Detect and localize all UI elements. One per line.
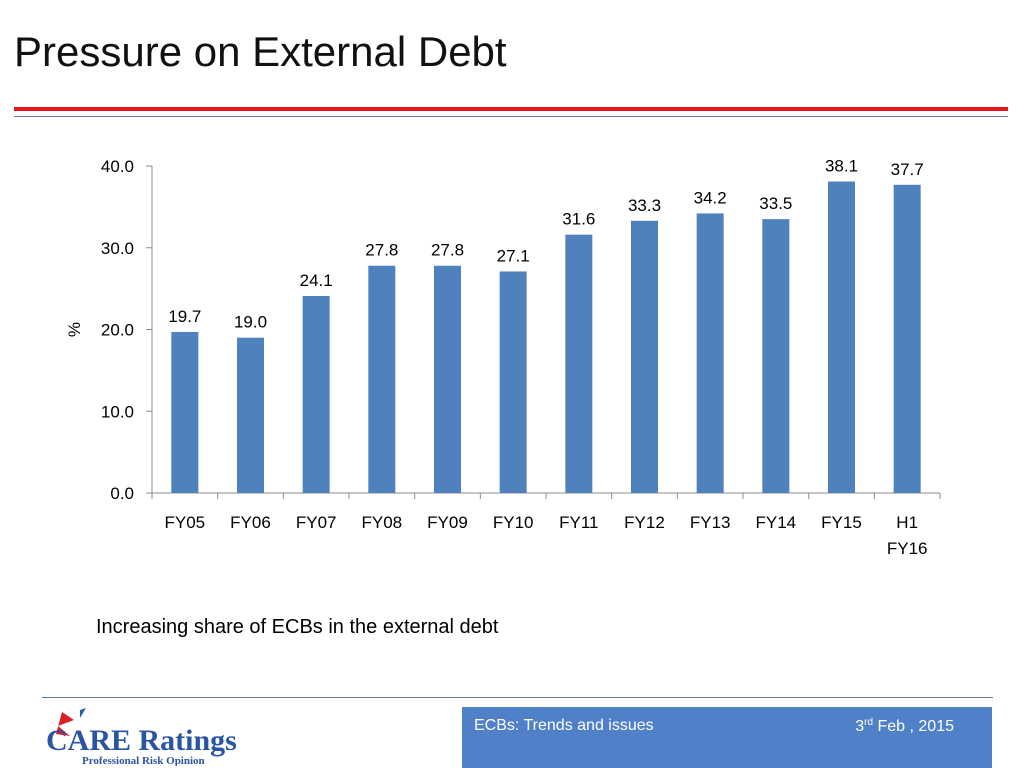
logo-swoosh-icon xyxy=(56,712,74,736)
title-rule-red xyxy=(14,107,1008,111)
logo-mark-icon xyxy=(80,708,86,718)
bar xyxy=(762,219,790,493)
bar xyxy=(434,265,461,493)
slide-title: Pressure on External Debt xyxy=(14,28,507,75)
y-axis-label: % xyxy=(65,322,84,337)
footer-date-rest: Feb , 2015 xyxy=(873,718,954,735)
x-tick-label: FY14 xyxy=(756,513,797,532)
y-tick-label: 30.0 xyxy=(101,239,134,258)
x-tick-label: FY15 xyxy=(821,513,862,532)
bar-value-label: 27.8 xyxy=(431,241,464,260)
bar-value-label: 31.6 xyxy=(562,210,595,229)
bar-value-label: 27.1 xyxy=(497,246,530,265)
x-tick-label: FY09 xyxy=(427,513,468,532)
bar-value-label: 33.5 xyxy=(759,194,792,213)
x-tick-label: FY07 xyxy=(296,513,337,532)
logo-wordmark: CARE Ratings xyxy=(46,724,237,757)
y-tick-label: 0.0 xyxy=(110,484,134,503)
x-tick-label: FY13 xyxy=(690,513,731,532)
bar xyxy=(499,271,527,493)
bar-value-label: 19.0 xyxy=(234,313,267,332)
care-ratings-logo: CARE Ratings Professional Risk Opinion xyxy=(46,708,237,766)
x-tick-label: FY10 xyxy=(493,513,534,532)
bar-value-label: 37.7 xyxy=(891,160,924,179)
y-tick-label: 20.0 xyxy=(101,321,134,340)
x-tick-label: FY11 xyxy=(559,513,598,532)
chart-caption: Increasing share of ECBs in the external… xyxy=(96,616,499,638)
bar-value-label: 24.1 xyxy=(300,271,333,290)
bar-value-label: 33.3 xyxy=(628,196,661,215)
x-tick-label: H1 FY16 xyxy=(887,513,928,558)
bar-chart: 0.0 10.0 20.0 30.0 40.0% 19.7 FY05 19.0 FY06 24.1… xyxy=(65,157,941,558)
bar-value-label: 27.8 xyxy=(365,241,398,260)
x-tick-label: FY12 xyxy=(624,513,665,532)
bar-value-label: 34.2 xyxy=(694,188,727,207)
bar xyxy=(696,213,724,494)
logo-tagline: Professional Risk Opinion xyxy=(82,755,205,766)
bar xyxy=(237,337,264,493)
footer-title: ECBs: Trends and issues xyxy=(474,717,654,734)
bar xyxy=(631,220,658,493)
y-tick-label: 40.0 xyxy=(101,157,134,176)
x-tick-label: FY08 xyxy=(362,513,403,532)
footer-rule xyxy=(42,697,993,698)
y-tick-label: 10.0 xyxy=(101,402,134,421)
bar xyxy=(893,184,921,494)
x-tick-label: FY06 xyxy=(230,513,271,532)
bar-value-label: 19.7 xyxy=(168,307,201,326)
bar xyxy=(828,181,855,493)
footer-date-day: 3 xyxy=(855,718,865,735)
bar xyxy=(171,331,199,493)
footer-date: 3rd Feb , 2015 xyxy=(855,717,954,736)
footer-box: ECBs: Trends and issues 3rd Feb , 2015 xyxy=(462,707,992,768)
footer-date-suffix: rd xyxy=(864,717,874,728)
x-tick-label: FY05 xyxy=(165,513,206,532)
bar xyxy=(368,265,396,493)
bar-value-label: 38.1 xyxy=(825,157,858,176)
bar xyxy=(302,295,330,493)
bar xyxy=(565,234,593,494)
title-rule-blue xyxy=(14,116,1008,117)
